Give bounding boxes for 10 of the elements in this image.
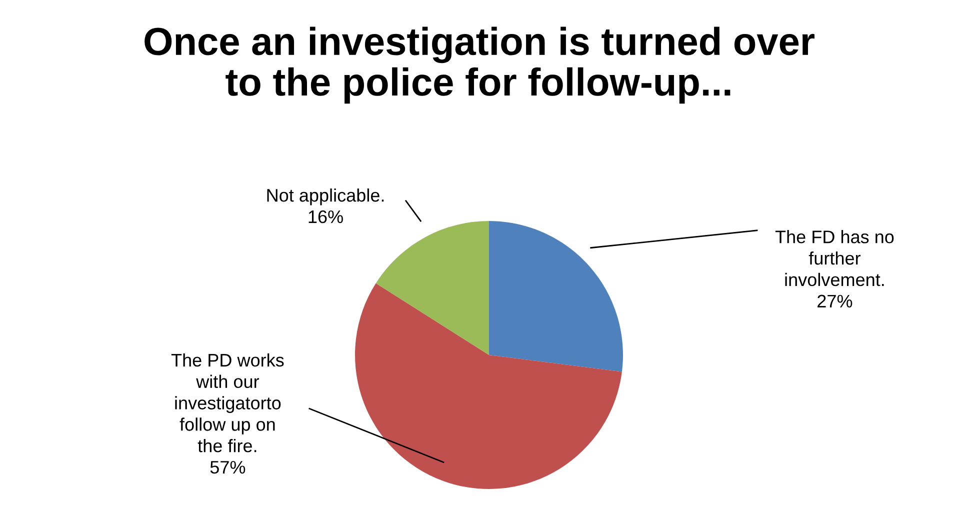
slice-label: The PD works with our investigatorto follow up on the fire. xyxy=(171,353,284,452)
chart-title: Once an investigation is turned over to the police for follow-up... xyxy=(144,26,814,104)
pie-slice xyxy=(489,221,623,372)
data-label: 27% xyxy=(818,294,852,308)
pie-slice xyxy=(376,221,489,355)
pie-slice xyxy=(355,283,622,489)
slice-label: Not applicable. xyxy=(267,188,384,206)
data-label: 16% xyxy=(308,210,343,224)
data-label: 57% xyxy=(210,460,246,474)
slice-label: The FD has no further involvement. xyxy=(775,230,894,286)
